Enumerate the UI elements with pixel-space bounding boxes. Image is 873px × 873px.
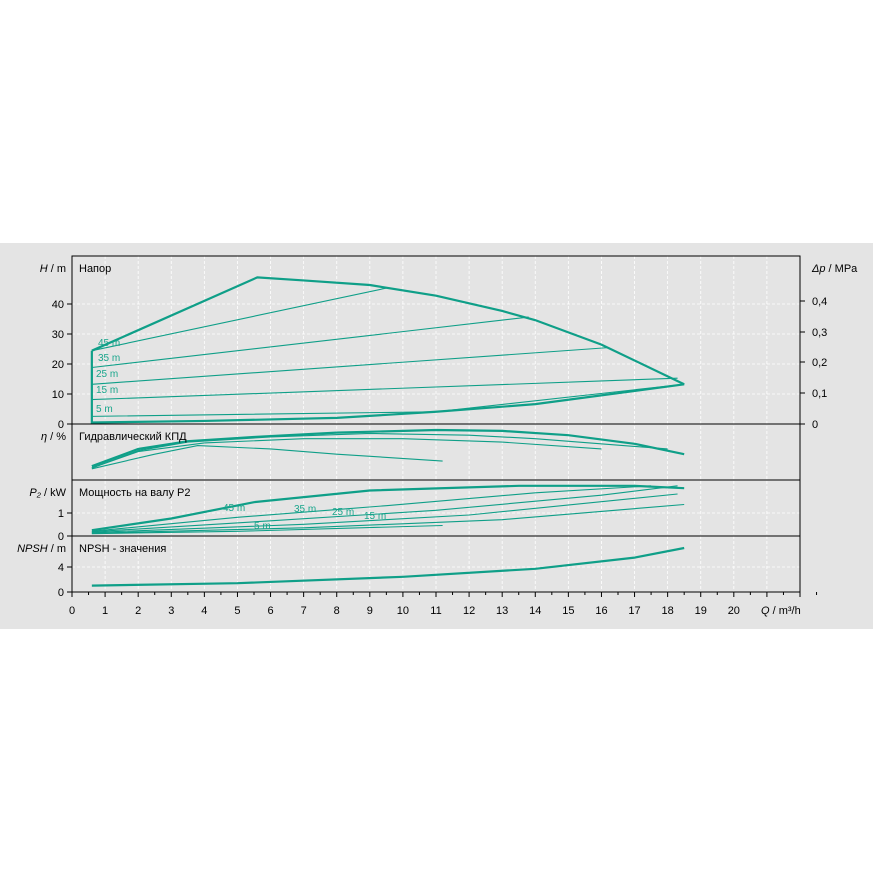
y-tick-label: 30 [52, 329, 64, 341]
y-axis-label: η / % [41, 431, 66, 443]
x-tick-label: 4 [201, 605, 207, 617]
series-line [91, 546, 685, 587]
x-tick-label: 15 [562, 605, 574, 617]
secondary-y-axis-label: Δp / MPa [811, 263, 858, 275]
y-tick-label: 4 [58, 562, 64, 574]
x-tick-label: 13 [496, 605, 508, 617]
secondary-y-tick-label: 0,2 [812, 357, 827, 369]
secondary-y-tick-label: 0,4 [812, 296, 827, 308]
x-tick-label: 20 [728, 605, 740, 617]
x-tick-label: 3 [168, 605, 174, 617]
y-tick-label: 1 [58, 508, 64, 520]
panel-title: Гидравлический КПД [79, 431, 187, 443]
y-tick-label: 0 [58, 531, 64, 543]
x-tick-label: 10 [397, 605, 409, 617]
x-tick-label: 14 [529, 605, 541, 617]
x-tick-label: 7 [301, 605, 307, 617]
x-tick-label: 16 [595, 605, 607, 617]
secondary-y-tick-label: 0,1 [812, 388, 827, 400]
series-label: 45 m [223, 503, 245, 514]
y-tick-label: 0 [58, 419, 64, 431]
secondary-y-tick-label: 0 [812, 419, 818, 431]
text-layer: 0 1 2 3 4 5 6 7 8 9 10 11 12 13 14 15 16 17 18 19 20 Q / m³/h… [17, 263, 858, 617]
x-tick-label: 1 [102, 605, 108, 617]
x-tick-label: 18 [662, 605, 674, 617]
series-line [91, 485, 652, 532]
chart-background [0, 243, 873, 629]
panel-title: NPSH - значения [79, 543, 166, 555]
series-label: 5 m [96, 404, 113, 415]
y-tick-label: 10 [52, 389, 64, 401]
series-line [91, 287, 387, 352]
x-tick-label: 11 [430, 605, 441, 617]
y-tick-label: 20 [52, 359, 64, 371]
x-tick-label: 2 [135, 605, 141, 617]
x-tick-label: 12 [463, 605, 475, 617]
panel-title: Напор [79, 263, 111, 275]
x-tick-label: 6 [267, 605, 273, 617]
secondary-y-tick-label: 0,3 [812, 327, 827, 339]
series-line [91, 383, 685, 424]
x-tick-label: 8 [334, 605, 340, 617]
series-label: 5 m [254, 521, 271, 532]
series-line [91, 485, 678, 533]
y-axis-label: H / m [40, 263, 66, 275]
series-label: 35 m [294, 504, 316, 515]
series-label: 35 m [98, 353, 120, 364]
curves-layer [90, 276, 685, 587]
axes-layer [67, 255, 818, 597]
series-line [91, 428, 685, 468]
y-tick-label: 0 [58, 587, 64, 599]
series-line [91, 432, 668, 469]
series-line [91, 493, 678, 534]
series-line [91, 484, 685, 532]
y-tick-label: 40 [52, 299, 64, 311]
series-label: 25 m [332, 507, 354, 518]
plot-frame [71, 255, 801, 593]
series-line [91, 347, 609, 385]
series-line [91, 503, 685, 534]
series-line [91, 276, 685, 386]
series-label: 25 m [96, 369, 118, 380]
y-axis-label: NPSH / m [17, 543, 66, 555]
panel-title: Мощность на валу P2 [79, 487, 191, 499]
series-line [91, 316, 529, 369]
x-tick-label: 5 [234, 605, 240, 617]
series-label: 15 m [96, 385, 118, 396]
series-label: 15 m [364, 511, 386, 522]
series-line [91, 524, 443, 535]
series-line [91, 444, 443, 470]
x-tick-label: 17 [628, 605, 640, 617]
series-label: 45 m [98, 338, 120, 349]
x-tick-label: 9 [367, 605, 373, 617]
x-axis-label: Q / m³/h [761, 605, 801, 617]
x-tick-label: 0 [69, 605, 75, 617]
y-axis-label: P₂ / kW [29, 487, 66, 499]
x-tick-label: 19 [695, 605, 707, 617]
series-line [91, 438, 602, 469]
series-line [91, 377, 678, 401]
